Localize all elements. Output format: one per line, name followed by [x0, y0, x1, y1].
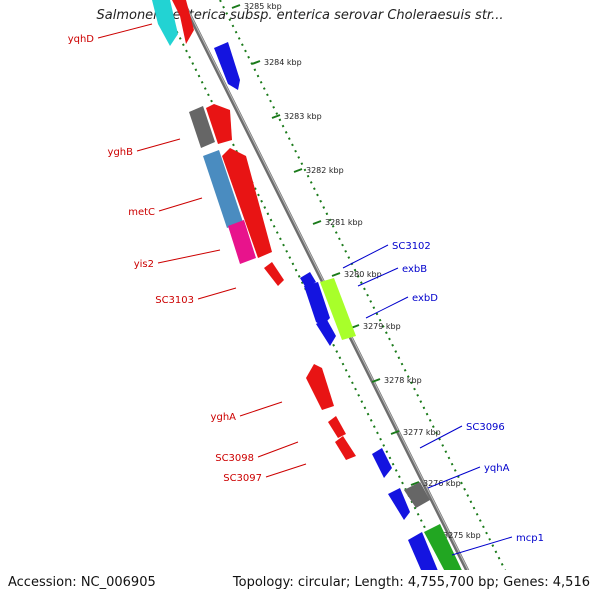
accession-number: Accession: NC_006905: [8, 575, 156, 590]
ruler-tick-label: 3276 kbp: [423, 479, 461, 488]
ruler-tick-mark: [312, 220, 322, 225]
forward-gene-label[interactable]: SC3102: [392, 241, 431, 252]
ruler-tick-label: 3282 kbp: [306, 166, 344, 175]
gene-blue-forward-7[interactable]: [408, 532, 450, 570]
gene-cyan-reverse[interactable]: [152, 0, 178, 46]
reverse-gene-label[interactable]: SC3098: [215, 453, 254, 464]
reverse-label-leader: [97, 23, 153, 39]
ruler-tick-label: 3279 kbp: [363, 322, 401, 331]
ruler-tick-mark: [271, 114, 281, 119]
gene-red-reverse-2[interactable]: [206, 104, 232, 144]
reverse-label-leader: [239, 401, 283, 417]
forward-gene-label[interactable]: yqhA: [484, 463, 510, 474]
ruler-tick-mark: [371, 378, 381, 383]
gene-label-leaders: [97, 23, 513, 556]
reverse-label-leader: [136, 138, 181, 152]
gene-gray-forward[interactable]: [404, 482, 430, 508]
reverse-gene-label[interactable]: metC: [128, 207, 155, 218]
gene-blue-forward-5[interactable]: [372, 448, 392, 478]
ruler-tick-mark: [251, 60, 261, 65]
gene-red-reverse-3[interactable]: [222, 148, 272, 258]
forward-label-leader: [427, 466, 481, 489]
ruler-tick-label: 3284 kbp: [264, 58, 302, 67]
ruler-tick-mark: [410, 481, 420, 486]
reverse-label-leader: [157, 249, 221, 264]
gene-green-forward[interactable]: [424, 524, 476, 570]
ruler-tick-label: 3277 kbp: [403, 428, 441, 437]
genome-title: Salmonella enterica subsp. enterica sero…: [96, 8, 504, 23]
reverse-gene-label[interactable]: yghB: [108, 147, 134, 158]
reverse-label-leader: [265, 463, 307, 478]
gene-red-reverse-top[interactable]: [172, 0, 194, 44]
forward-gene-label[interactable]: exbB: [402, 264, 427, 275]
ruler-tick-mark: [231, 4, 241, 9]
gene-red-reverse-5[interactable]: [306, 364, 334, 410]
forward-label-leader: [342, 244, 389, 269]
forward-label-leader: [451, 536, 513, 556]
reverse-label-leader: [158, 197, 203, 212]
gene-red-reverse-7[interactable]: [335, 436, 356, 460]
forward-gene-label[interactable]: mcp1: [516, 533, 544, 544]
forward-label-leader: [357, 267, 399, 287]
reverse-gene-label[interactable]: yis2: [134, 259, 154, 270]
forward-label-leader: [365, 296, 409, 319]
reverse-gene-label[interactable]: yghA: [211, 412, 237, 423]
gene-blue-forward-6[interactable]: [388, 488, 410, 520]
ruler-outer-dotted-line: [219, 0, 507, 570]
gene-magenta-reverse[interactable]: [228, 220, 256, 264]
forward-label-leader: [419, 425, 463, 449]
reverse-gene-label[interactable]: SC3103: [155, 295, 194, 306]
ruler-tick-mark: [331, 272, 341, 277]
gene-blue-forward-3[interactable]: [304, 282, 330, 326]
gene-blue-forward-1[interactable]: [214, 42, 240, 90]
ruler-tick-label: 3281 kbp: [325, 218, 363, 227]
ruler-tick-label: 3275 kbp: [443, 531, 481, 540]
gene-gray-reverse-1[interactable]: [189, 106, 215, 148]
genome-map: 3285 kbp 3284 kbp 3283 kbp 3282 kbp 3281 kbp…: [68, 0, 544, 570]
ruler-tick-mark: [390, 430, 400, 435]
ruler-tick-label: 3283 kbp: [284, 112, 322, 121]
genome-summary: Topology: circular; Length: 4,755,700 bp…: [232, 575, 590, 590]
gene-labels: SC3102 exbB exbD SC3096 yqhA mcp1 yqhD yghB metC…: [68, 34, 544, 544]
ruler-tick-mark: [293, 168, 303, 173]
ruler-tick-label: 3280 kbp: [344, 270, 382, 279]
forward-gene-label[interactable]: SC3096: [466, 422, 505, 433]
reverse-gene-label[interactable]: SC3097: [223, 473, 262, 484]
ruler-tick-label: 3285 kbp: [244, 2, 282, 11]
reverse-label-leader: [257, 441, 299, 458]
gene-steelblue-reverse[interactable]: [203, 150, 243, 228]
forward-gene-label[interactable]: exbD: [412, 293, 438, 304]
ruler-tick-label: 3278 kbp: [384, 376, 422, 385]
ruler-ticks: 3285 kbp 3284 kbp 3283 kbp 3282 kbp 3281 kbp…: [231, 2, 481, 540]
reverse-label-leader: [197, 287, 237, 300]
gene-lime-forward[interactable]: [320, 278, 356, 340]
reverse-gene-label[interactable]: yqhD: [68, 34, 95, 45]
gene-blue-forward-4[interactable]: [316, 318, 336, 346]
gene-red-reverse-4[interactable]: [264, 262, 284, 286]
gene-red-reverse-6[interactable]: [328, 416, 346, 438]
